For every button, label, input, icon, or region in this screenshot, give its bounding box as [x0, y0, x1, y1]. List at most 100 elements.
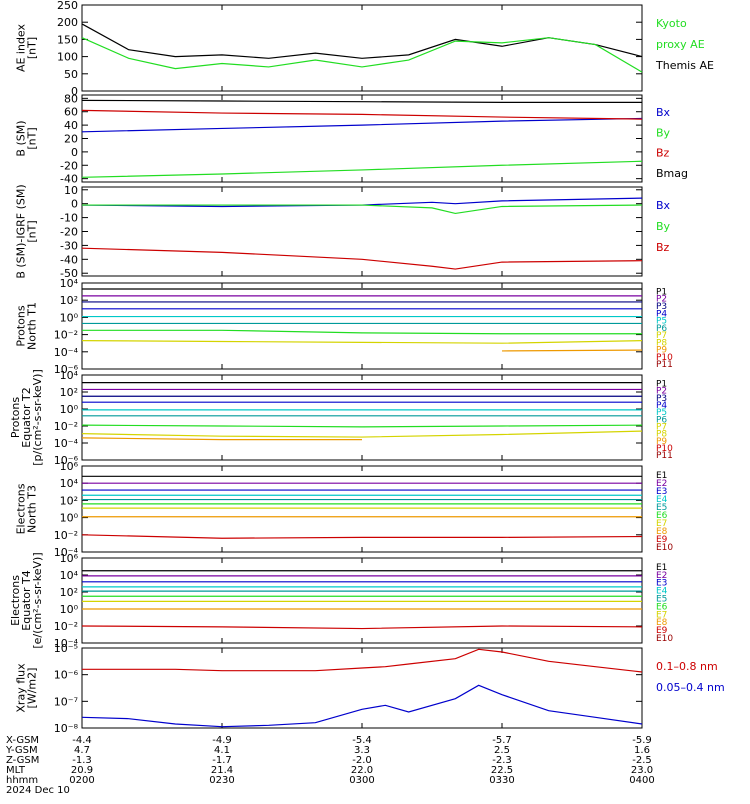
y-axis-label: B (SM)-IGRF (SM): [15, 184, 28, 278]
legend-entry: E2: [656, 479, 667, 489]
legend-entry: E1: [656, 563, 667, 573]
y-tick-label: 10⁻⁸: [54, 722, 79, 735]
footer-value: 2.5: [494, 745, 510, 756]
panel-xray: 10⁻⁵ 10⁻⁶ 10⁻⁷ 10⁻⁸ Xray flux[W/m2] 0.1–0.8 n…: [15, 642, 725, 735]
footer-value: -4.4: [72, 735, 92, 746]
footer-value: -4.9: [212, 735, 232, 746]
footer-value: 1.6: [634, 745, 650, 756]
footer-value: -2.3: [492, 755, 512, 766]
panel-frame: [81, 465, 643, 553]
y-axis-label: AE index: [15, 23, 28, 72]
legend-entry: E4: [656, 587, 668, 597]
y-axis-label: [p/(cm²-s-sr-keV)]: [31, 369, 44, 466]
y-tick-label: 10²: [60, 494, 78, 507]
legend-entry: P4: [656, 401, 667, 411]
y-axis-label: North T1: [26, 302, 39, 350]
y-tick-label: 10⁰: [60, 311, 79, 324]
y-tick-label: 10⁰: [60, 403, 79, 416]
y-tick-label: 50: [64, 68, 78, 81]
y-tick-label: 10⁴: [60, 477, 79, 490]
footer-value: 4.1: [214, 745, 230, 756]
legend-entry: P2: [656, 387, 667, 397]
y-tick-label: 10: [64, 184, 78, 197]
footer-value: 3.3: [354, 745, 370, 756]
y-tick-label: 10⁻⁴: [54, 437, 79, 450]
legend-entry: E7: [656, 610, 667, 620]
footer-value: -1.3: [72, 755, 92, 766]
y-tick-label: 10⁻⁵: [54, 642, 78, 655]
y-axis-label: [nT]: [26, 127, 39, 149]
legend-entry: E5: [656, 503, 667, 513]
series-line-e9: [81, 625, 643, 630]
legend-entry: Bmag: [656, 167, 688, 180]
legend-entry: E6: [656, 511, 668, 521]
footer-value: 20.9: [71, 765, 93, 776]
footer-value: 0300: [349, 775, 374, 786]
series-line-p9: [501, 349, 643, 352]
y-tick-label: 200: [57, 16, 78, 29]
y-tick-label: 10⁴: [60, 277, 79, 290]
y-tick-label: 0: [71, 85, 78, 98]
footer-value: 0230: [209, 775, 234, 786]
panel-frame: [81, 94, 643, 183]
y-tick-label: -40: [60, 173, 78, 186]
legend-entry: P4: [656, 309, 667, 319]
y-axis-label: Equator T2: [20, 387, 33, 447]
legend-entry: 0.05–0.4 nm: [656, 681, 725, 694]
legend-entry: P3: [656, 302, 667, 312]
series-line-kyoto-proxy-ae: [81, 37, 643, 73]
y-tick-label: 10⁻⁴: [54, 346, 79, 359]
y-tick-label: 10²: [60, 586, 78, 599]
y-tick-label: 10⁶: [60, 552, 79, 565]
y-tick-label: 60: [64, 106, 78, 119]
legend-entry: P10: [656, 444, 673, 454]
y-tick-label: -10: [60, 212, 78, 225]
y-axis-label: Protons: [9, 397, 22, 438]
y-tick-label: 80: [64, 92, 78, 105]
legend-entry: E7: [656, 519, 667, 529]
y-tick-label: 20: [64, 133, 78, 146]
y-axis-label: Electrons: [9, 575, 22, 626]
y-tick-label: 10⁴: [60, 569, 79, 582]
series-line-bz: [81, 109, 643, 120]
y-tick-label: 10⁰: [60, 512, 79, 525]
y-tick-label: 10⁴: [60, 369, 79, 382]
legend-entry: E10: [656, 543, 673, 553]
legend-entry: Bz: [656, 147, 670, 160]
legend-entry: proxy AE: [656, 38, 705, 51]
legend-entry: P1: [656, 379, 667, 389]
y-tick-label: 10⁻⁴: [54, 546, 79, 559]
footer-row-label: Y-GSM: [5, 745, 38, 756]
legend-entry: P3: [656, 394, 667, 404]
footer-value: -1.7: [212, 755, 232, 766]
y-tick-label: 0: [71, 198, 78, 211]
y-tick-label: 10⁻²: [54, 620, 78, 633]
y-tick-label: 10⁻⁶: [54, 363, 79, 376]
y-tick-label: 10⁻²: [54, 420, 78, 433]
panel-frame: [81, 374, 643, 461]
y-axis-label: [nT]: [26, 37, 39, 59]
legend-entry: P1: [656, 287, 667, 297]
y-axis-label: Xray flux: [15, 663, 28, 713]
legend-entry: E10: [656, 634, 673, 644]
series-line-0-05-0-4-nm: [81, 684, 643, 728]
series-line-p7: [81, 424, 643, 428]
legend-entry: P8: [656, 430, 667, 440]
series-line-bz: [81, 247, 643, 270]
y-tick-label: 0: [71, 146, 78, 159]
footer-row-label: X-GSM: [6, 735, 39, 746]
y-tick-label: 10⁻⁶: [54, 454, 79, 467]
legend-entry: Bx: [656, 106, 671, 119]
footer-value: 22.5: [491, 765, 513, 776]
panel-frame: [81, 647, 643, 729]
y-tick-label: 150: [57, 33, 78, 46]
legend-entry: P7: [656, 331, 667, 341]
footer-value: 0200: [69, 775, 94, 786]
y-axis-label: Equator T4: [20, 570, 33, 630]
legend-entry: By: [656, 220, 671, 233]
legend-entry: P10: [656, 353, 673, 363]
